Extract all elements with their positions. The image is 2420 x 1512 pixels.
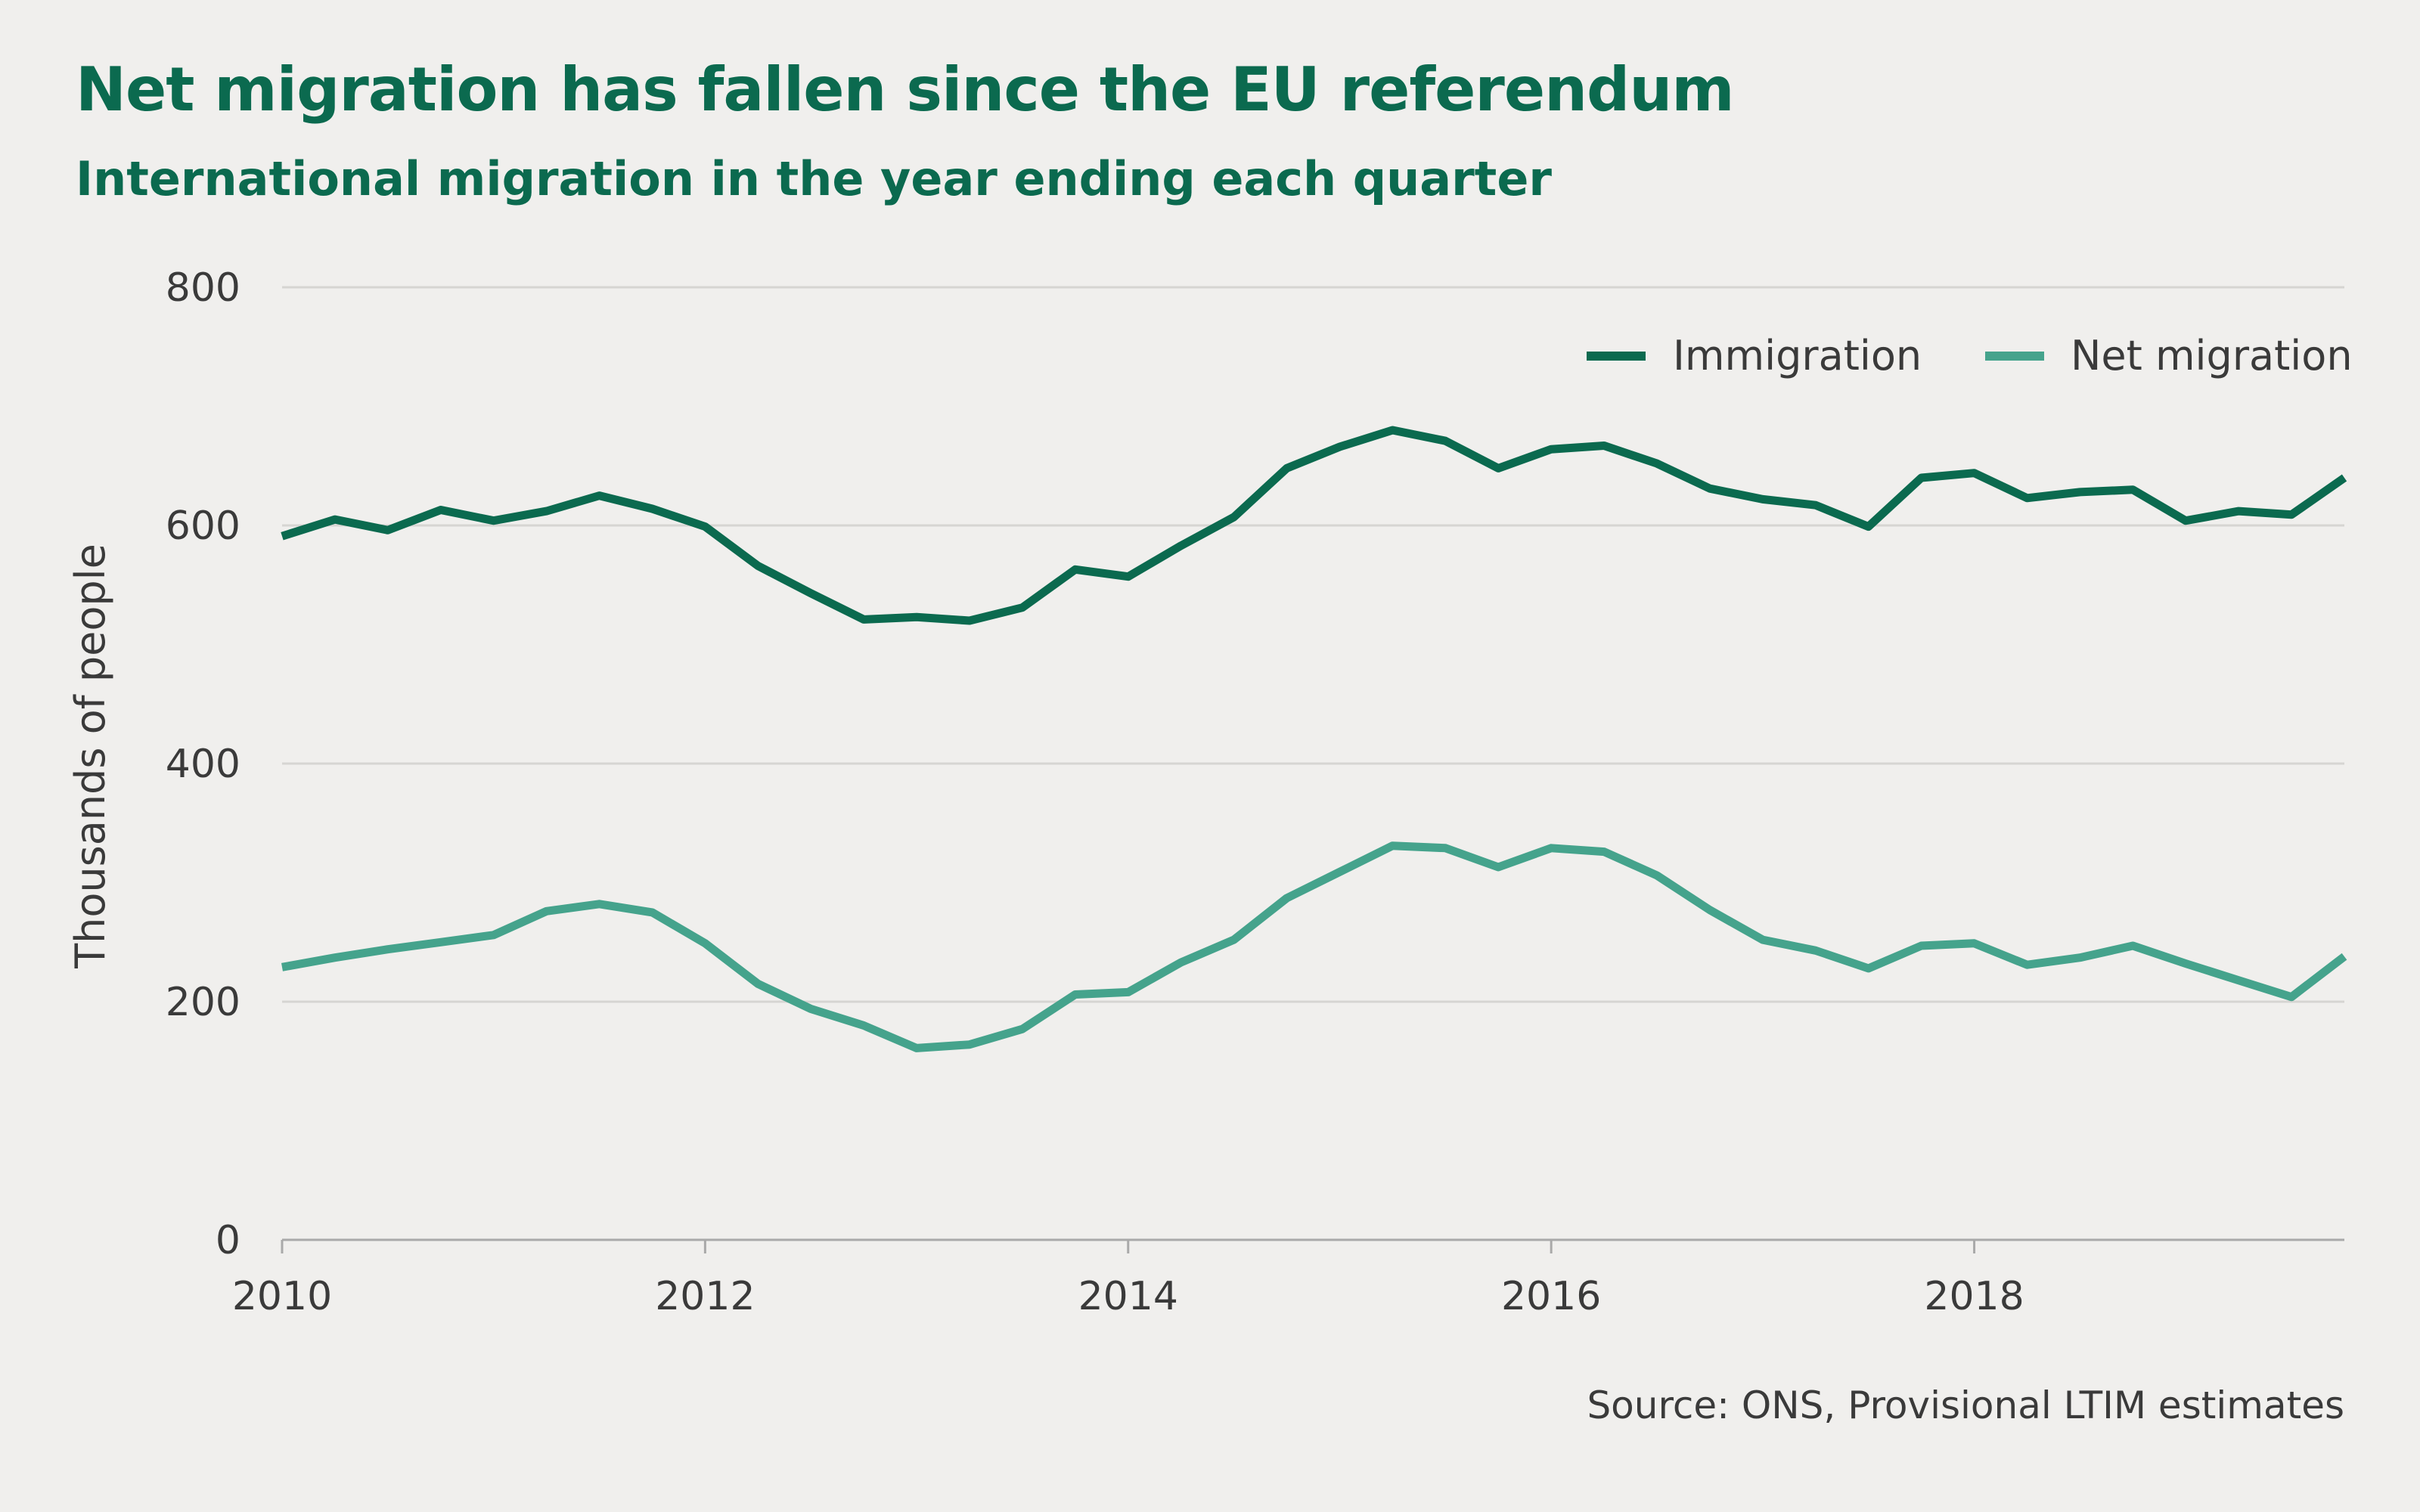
x-tick-label: 2010 xyxy=(232,1274,332,1319)
axes: 0 200 400 600 800 2010 2012 2014 2016 2018 xyxy=(166,265,2344,1319)
chart-title: Net migration has fallen since the EU re… xyxy=(76,54,1735,125)
source-note: Source: ONS, Provisional LTIM estimates xyxy=(1587,1383,2344,1427)
grid-lines xyxy=(282,286,2344,1003)
series-line-net-migration xyxy=(281,841,2347,1052)
series-lines xyxy=(281,426,2347,1052)
x-tick-label: 2018 xyxy=(1924,1274,2024,1319)
y-tick-label: 400 xyxy=(166,742,240,787)
x-tick-label: 2012 xyxy=(655,1274,755,1319)
x-tick-label: 2014 xyxy=(1078,1274,1178,1319)
chart-subtitle: International migration in the year endi… xyxy=(76,151,1552,206)
x-tick-label: 2016 xyxy=(1501,1274,1601,1319)
legend: Immigration Net migration xyxy=(1587,332,2353,380)
y-axis-label: Thousands of people xyxy=(67,544,114,969)
legend-label: Net migration xyxy=(2071,332,2353,380)
legend-label: Immigration xyxy=(1673,332,1922,380)
y-tick-label: 0 xyxy=(216,1218,240,1263)
y-tick-label: 200 xyxy=(166,980,240,1025)
y-tick-label: 600 xyxy=(166,503,240,549)
y-tick-label: 800 xyxy=(166,265,240,311)
series-line-immigration xyxy=(281,426,2347,625)
